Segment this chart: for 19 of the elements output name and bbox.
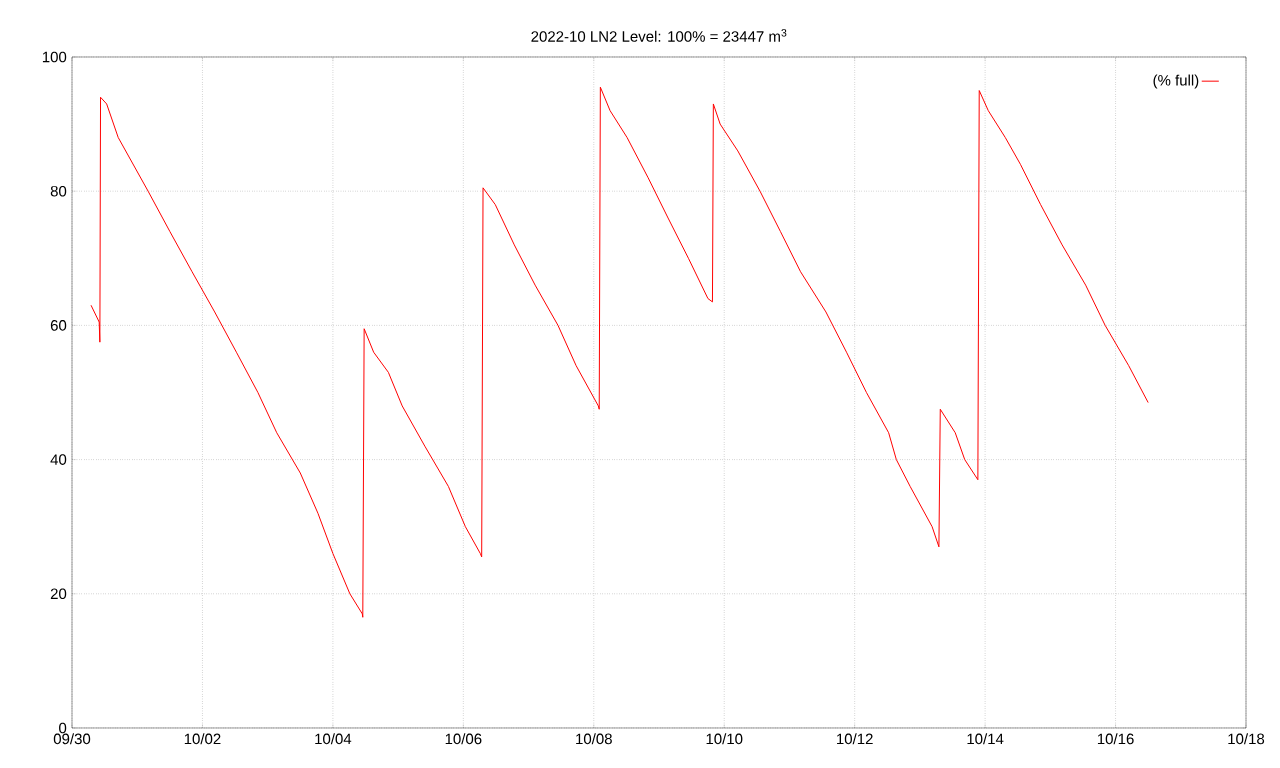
y-tick-label: 60 <box>50 320 67 331</box>
x-tick-label: 10/10 <box>706 733 743 745</box>
y-tick-label: 40 <box>50 454 67 465</box>
x-tick-label: 10/16 <box>1097 733 1134 745</box>
x-tick-label: 10/14 <box>967 733 1004 745</box>
y-tick-label: 80 <box>50 185 67 197</box>
line-series <box>90 86 1149 618</box>
y-tick-label: 100 <box>42 51 67 63</box>
x-tick-label: 10/08 <box>576 733 612 745</box>
legend-label: (% full) <box>1153 74 1199 89</box>
x-tick-label: 09/30 <box>53 733 91 745</box>
x-tick-label: 10/02 <box>184 733 221 745</box>
chart-title: 2022-10 LN2 Level: 100% = 23447 m$^{3}$ <box>531 29 787 42</box>
x-tick-label: 10/18 <box>1228 733 1265 745</box>
y-tick-label: 0 <box>59 722 67 734</box>
x-tick-label: 10/06 <box>445 733 482 745</box>
y-tick-label: 20 <box>50 588 67 600</box>
x-tick-label: 10/12 <box>837 733 873 745</box>
x-tick-label: 10/04 <box>315 733 352 745</box>
